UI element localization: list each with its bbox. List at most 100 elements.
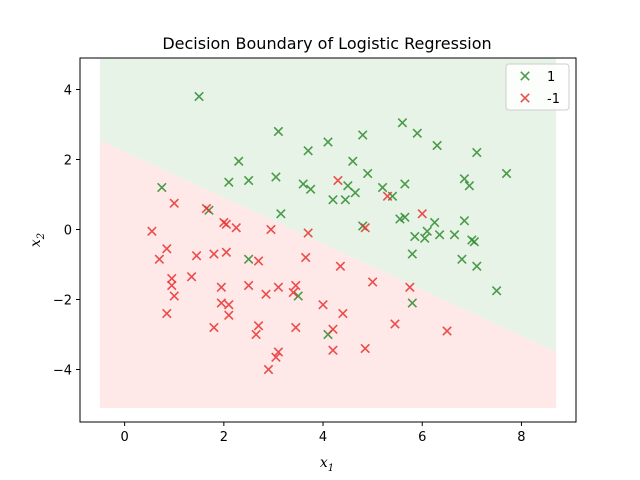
negative-point — [338, 308, 348, 319]
negative-point — [209, 322, 219, 333]
legend-marker — [520, 93, 530, 103]
positive-point — [419, 233, 430, 244]
positive-point — [348, 156, 358, 167]
negative-point — [263, 364, 274, 375]
negative-point — [191, 250, 202, 261]
positive-point — [233, 156, 244, 167]
positive-point — [397, 117, 408, 128]
negative-point — [162, 243, 172, 254]
positive-point — [429, 217, 440, 228]
positive-point — [362, 168, 373, 179]
negative-point — [186, 271, 197, 282]
negative-point — [266, 224, 276, 235]
positive-point — [323, 137, 333, 147]
positive-point — [469, 236, 480, 247]
x-axis-ticks: 0 2 4 6 8 — [120, 422, 526, 445]
positive-point — [273, 126, 284, 137]
negative-point — [360, 343, 370, 354]
negative-point — [442, 326, 452, 336]
negative-point — [251, 329, 261, 340]
legend-marker — [520, 71, 530, 81]
positive-point — [407, 249, 418, 259]
y-tick-label: −2 — [53, 294, 72, 309]
negative-point — [169, 198, 180, 209]
legend-box — [505, 63, 570, 111]
negative-point — [169, 291, 180, 301]
negative-point — [273, 282, 284, 293]
positive-point — [491, 285, 502, 296]
x-tick-label: 2 — [220, 430, 228, 445]
legend: 1-1 — [505, 63, 570, 111]
negative-point — [154, 254, 165, 265]
positive-point — [501, 168, 512, 179]
positive-point — [305, 184, 316, 195]
x-axis-label: x1 — [320, 455, 334, 474]
y-tick-label: −4 — [53, 364, 72, 379]
x-tick-label: 4 — [319, 430, 327, 445]
x-tick-label: 0 — [120, 430, 128, 445]
y-tick-label: 2 — [64, 154, 72, 169]
negative-point — [390, 319, 400, 329]
decision-regions — [99, 58, 557, 408]
negative-point — [271, 352, 281, 363]
positive-point — [194, 91, 204, 102]
negative-point — [147, 226, 157, 237]
positive-point — [459, 173, 470, 184]
positive-region — [99, 58, 557, 352]
positive-point — [303, 145, 313, 156]
negative-point — [224, 310, 234, 321]
plot-frame — [79, 57, 577, 423]
negative-point — [405, 282, 415, 293]
positive-point — [271, 172, 281, 182]
negative-point — [273, 347, 284, 357]
positive-point — [400, 179, 410, 189]
negative-point — [290, 280, 301, 291]
negative-point — [253, 256, 264, 266]
y-tick-label: 4 — [64, 84, 72, 99]
positive-point — [350, 187, 361, 198]
negative-point — [328, 345, 338, 356]
negative-point — [253, 320, 264, 331]
negative-point — [166, 280, 177, 291]
y-tick-label: 0 — [64, 224, 72, 239]
negative-point — [290, 322, 301, 333]
positive-point — [243, 254, 254, 265]
negative-point — [166, 273, 177, 284]
negative-point — [300, 252, 311, 263]
negative-point — [224, 299, 234, 310]
positive-point — [457, 254, 467, 265]
positive-point — [298, 179, 308, 189]
positive-point — [293, 291, 304, 301]
negative-point — [216, 298, 227, 308]
positive-point — [407, 298, 418, 308]
positive-point — [243, 175, 254, 186]
chart-title: Decision Boundary of Logistic Regression — [162, 34, 491, 53]
positive-point — [472, 261, 482, 272]
negative-point — [261, 289, 271, 300]
negative-point — [318, 299, 328, 310]
x-tick-label: 8 — [517, 430, 525, 445]
data-points — [147, 91, 512, 375]
negative-point — [333, 175, 343, 186]
negative-point — [335, 261, 346, 272]
positive-point — [459, 215, 470, 226]
positive-point — [464, 180, 475, 191]
positive-point — [357, 130, 368, 140]
x-tick-label: 6 — [418, 430, 426, 445]
negative-point — [243, 280, 254, 291]
negative-point — [303, 228, 313, 238]
negative-point — [201, 203, 212, 214]
y-axis-ticks: −4 −2 0 2 4 — [53, 84, 80, 379]
positive-point — [472, 147, 482, 158]
positive-point — [157, 182, 167, 193]
negative-point — [360, 222, 370, 233]
negative-point — [367, 277, 378, 287]
negative-point — [209, 249, 219, 259]
y-axis-label: x2 — [28, 233, 47, 247]
negative-point — [221, 247, 232, 258]
positive-point — [400, 212, 410, 223]
positive-point — [340, 194, 351, 205]
negative-point — [162, 308, 172, 319]
positive-point — [412, 128, 423, 139]
